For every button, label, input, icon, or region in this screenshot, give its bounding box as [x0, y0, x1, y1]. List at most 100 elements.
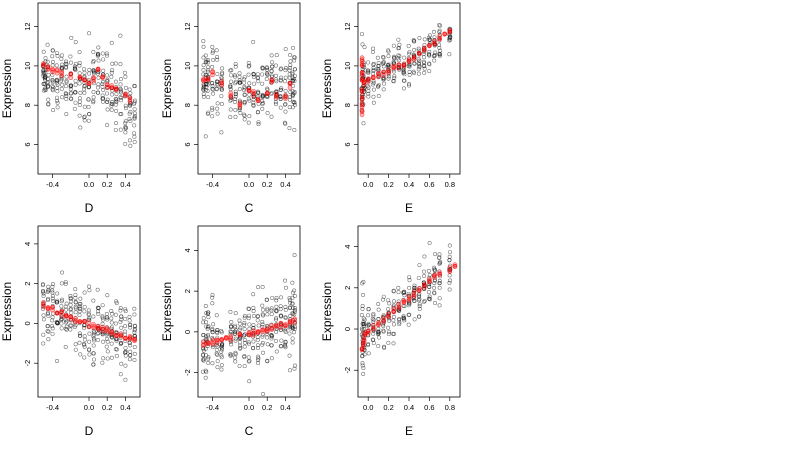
observed-point [448, 250, 453, 255]
observed-point [128, 143, 133, 148]
observed-point [210, 345, 215, 350]
observed-point [376, 93, 381, 98]
observed-point [77, 113, 82, 118]
observed-point [41, 332, 46, 337]
observed-point [416, 57, 421, 62]
observed-point [110, 311, 115, 316]
x-tick-label: 0.6 [424, 180, 434, 189]
fitted-point [91, 322, 96, 327]
fitted-point [100, 324, 105, 330]
observed-point [417, 291, 422, 296]
y-tick-label: 4 [183, 248, 192, 252]
observed-point [91, 351, 96, 356]
observed-point [64, 93, 69, 98]
observed-point [396, 58, 401, 63]
observed-point [60, 62, 65, 67]
observed-point [73, 40, 78, 45]
observed-point [386, 54, 391, 59]
observed-point [387, 329, 392, 334]
y-tick-label: -2 [343, 367, 352, 374]
observed-point [251, 345, 256, 350]
fitted-point [292, 320, 297, 326]
observed-point [201, 39, 206, 44]
observed-point [360, 42, 365, 47]
observed-point [123, 309, 128, 314]
observed-point [247, 63, 252, 68]
observed-point [392, 322, 397, 327]
observed-point [41, 294, 46, 299]
observed-point [237, 87, 242, 92]
observed-point [265, 111, 270, 116]
observed-point [256, 79, 261, 84]
observed-point [87, 339, 92, 344]
observed-point [283, 47, 288, 52]
fitted-point [360, 343, 366, 349]
fitted-point [292, 316, 297, 322]
fitted-point [359, 63, 365, 68]
observed-point [251, 292, 256, 297]
observed-point [63, 279, 68, 284]
observed-point [114, 121, 119, 126]
fitted-point [82, 319, 87, 324]
observed-point [123, 307, 128, 312]
fitted-point [91, 325, 96, 331]
observed-point [290, 290, 295, 295]
observed-point [82, 290, 87, 295]
observed-point [233, 114, 238, 119]
fitted-point [381, 69, 386, 75]
observed-point [63, 281, 68, 286]
observed-point [288, 65, 293, 70]
observed-point [382, 345, 387, 350]
observed-point [242, 354, 247, 359]
observed-point [86, 118, 91, 123]
observed-point [251, 71, 256, 76]
observed-point [407, 81, 412, 86]
observed-point [270, 60, 275, 65]
y-axis-title: Expression [0, 59, 14, 118]
observed-point [206, 95, 211, 100]
observed-point [386, 340, 391, 345]
observed-point [412, 283, 417, 288]
observed-point [447, 280, 452, 285]
fitted-point [260, 327, 265, 333]
observed-point [447, 243, 452, 248]
observed-point [86, 105, 91, 110]
observed-point [206, 65, 211, 70]
observed-point [91, 81, 96, 86]
observed-point [229, 73, 234, 78]
observed-point [205, 111, 210, 116]
fitted-point [73, 319, 78, 325]
observed-point [109, 320, 114, 325]
observed-point [91, 58, 96, 63]
observed-point [265, 342, 270, 347]
observed-point [73, 292, 78, 297]
observed-point [100, 51, 105, 56]
fitted-point [365, 330, 371, 336]
observed-point [64, 324, 69, 329]
observed-point [242, 80, 247, 85]
observed-point [233, 92, 238, 97]
fitted-point [127, 335, 133, 341]
observed-point [251, 103, 256, 108]
observed-point [401, 78, 406, 83]
observed-point [279, 75, 284, 80]
observed-point [274, 53, 279, 58]
observed-point [237, 74, 242, 79]
observed-point [220, 66, 225, 71]
fitted-point [255, 98, 261, 103]
observed-point [432, 52, 437, 57]
observed-point [396, 290, 401, 295]
x-tick-label: -0.4 [206, 403, 219, 412]
observed-point [360, 353, 365, 358]
observed-point [269, 90, 274, 95]
observed-point [113, 61, 118, 66]
panel-3: 0.0 0.2 0.4 0.6 0.8 6 8 10 12 E Expression [320, 2, 461, 215]
observed-point [278, 67, 283, 72]
observed-point [59, 281, 64, 286]
observed-point [251, 308, 256, 313]
observed-point [437, 285, 442, 290]
observed-point [371, 337, 376, 342]
observed-point [255, 318, 260, 323]
fitted-point [109, 331, 115, 337]
observed-point [96, 306, 101, 311]
